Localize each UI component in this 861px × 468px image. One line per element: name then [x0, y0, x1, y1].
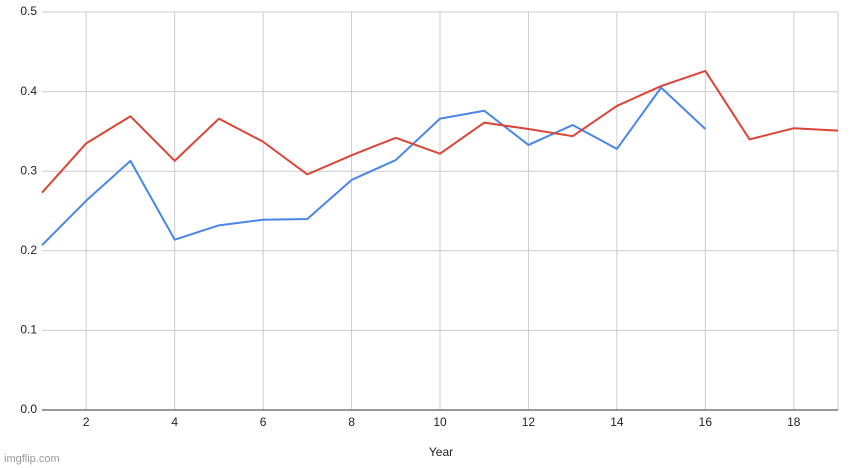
x-tick-label: 6: [260, 415, 267, 429]
x-tick-label: 14: [610, 415, 624, 429]
line-series: [41, 69, 839, 194]
x-tick-label: 12: [522, 415, 536, 429]
y-tick-label: 0.2: [20, 243, 37, 257]
x-tick-label: 16: [699, 415, 713, 429]
y-tick-label: 0.3: [20, 163, 37, 177]
y-tick-label: 0.0: [20, 402, 37, 416]
x-tick-label: 8: [348, 415, 355, 429]
watermark: imgflip.com: [4, 453, 60, 465]
x-tick-label: 10: [433, 415, 447, 429]
x-tick-label: 4: [171, 415, 178, 429]
y-tick-label: 0.4: [20, 84, 37, 98]
x-axis-label: Year: [429, 445, 453, 459]
x-tick-label: 2: [83, 415, 90, 429]
line-series: [41, 86, 707, 246]
x-tick-label: 18: [787, 415, 801, 429]
y-tick-label: 0.1: [20, 323, 37, 337]
y-tick-label: 0.5: [20, 4, 37, 18]
